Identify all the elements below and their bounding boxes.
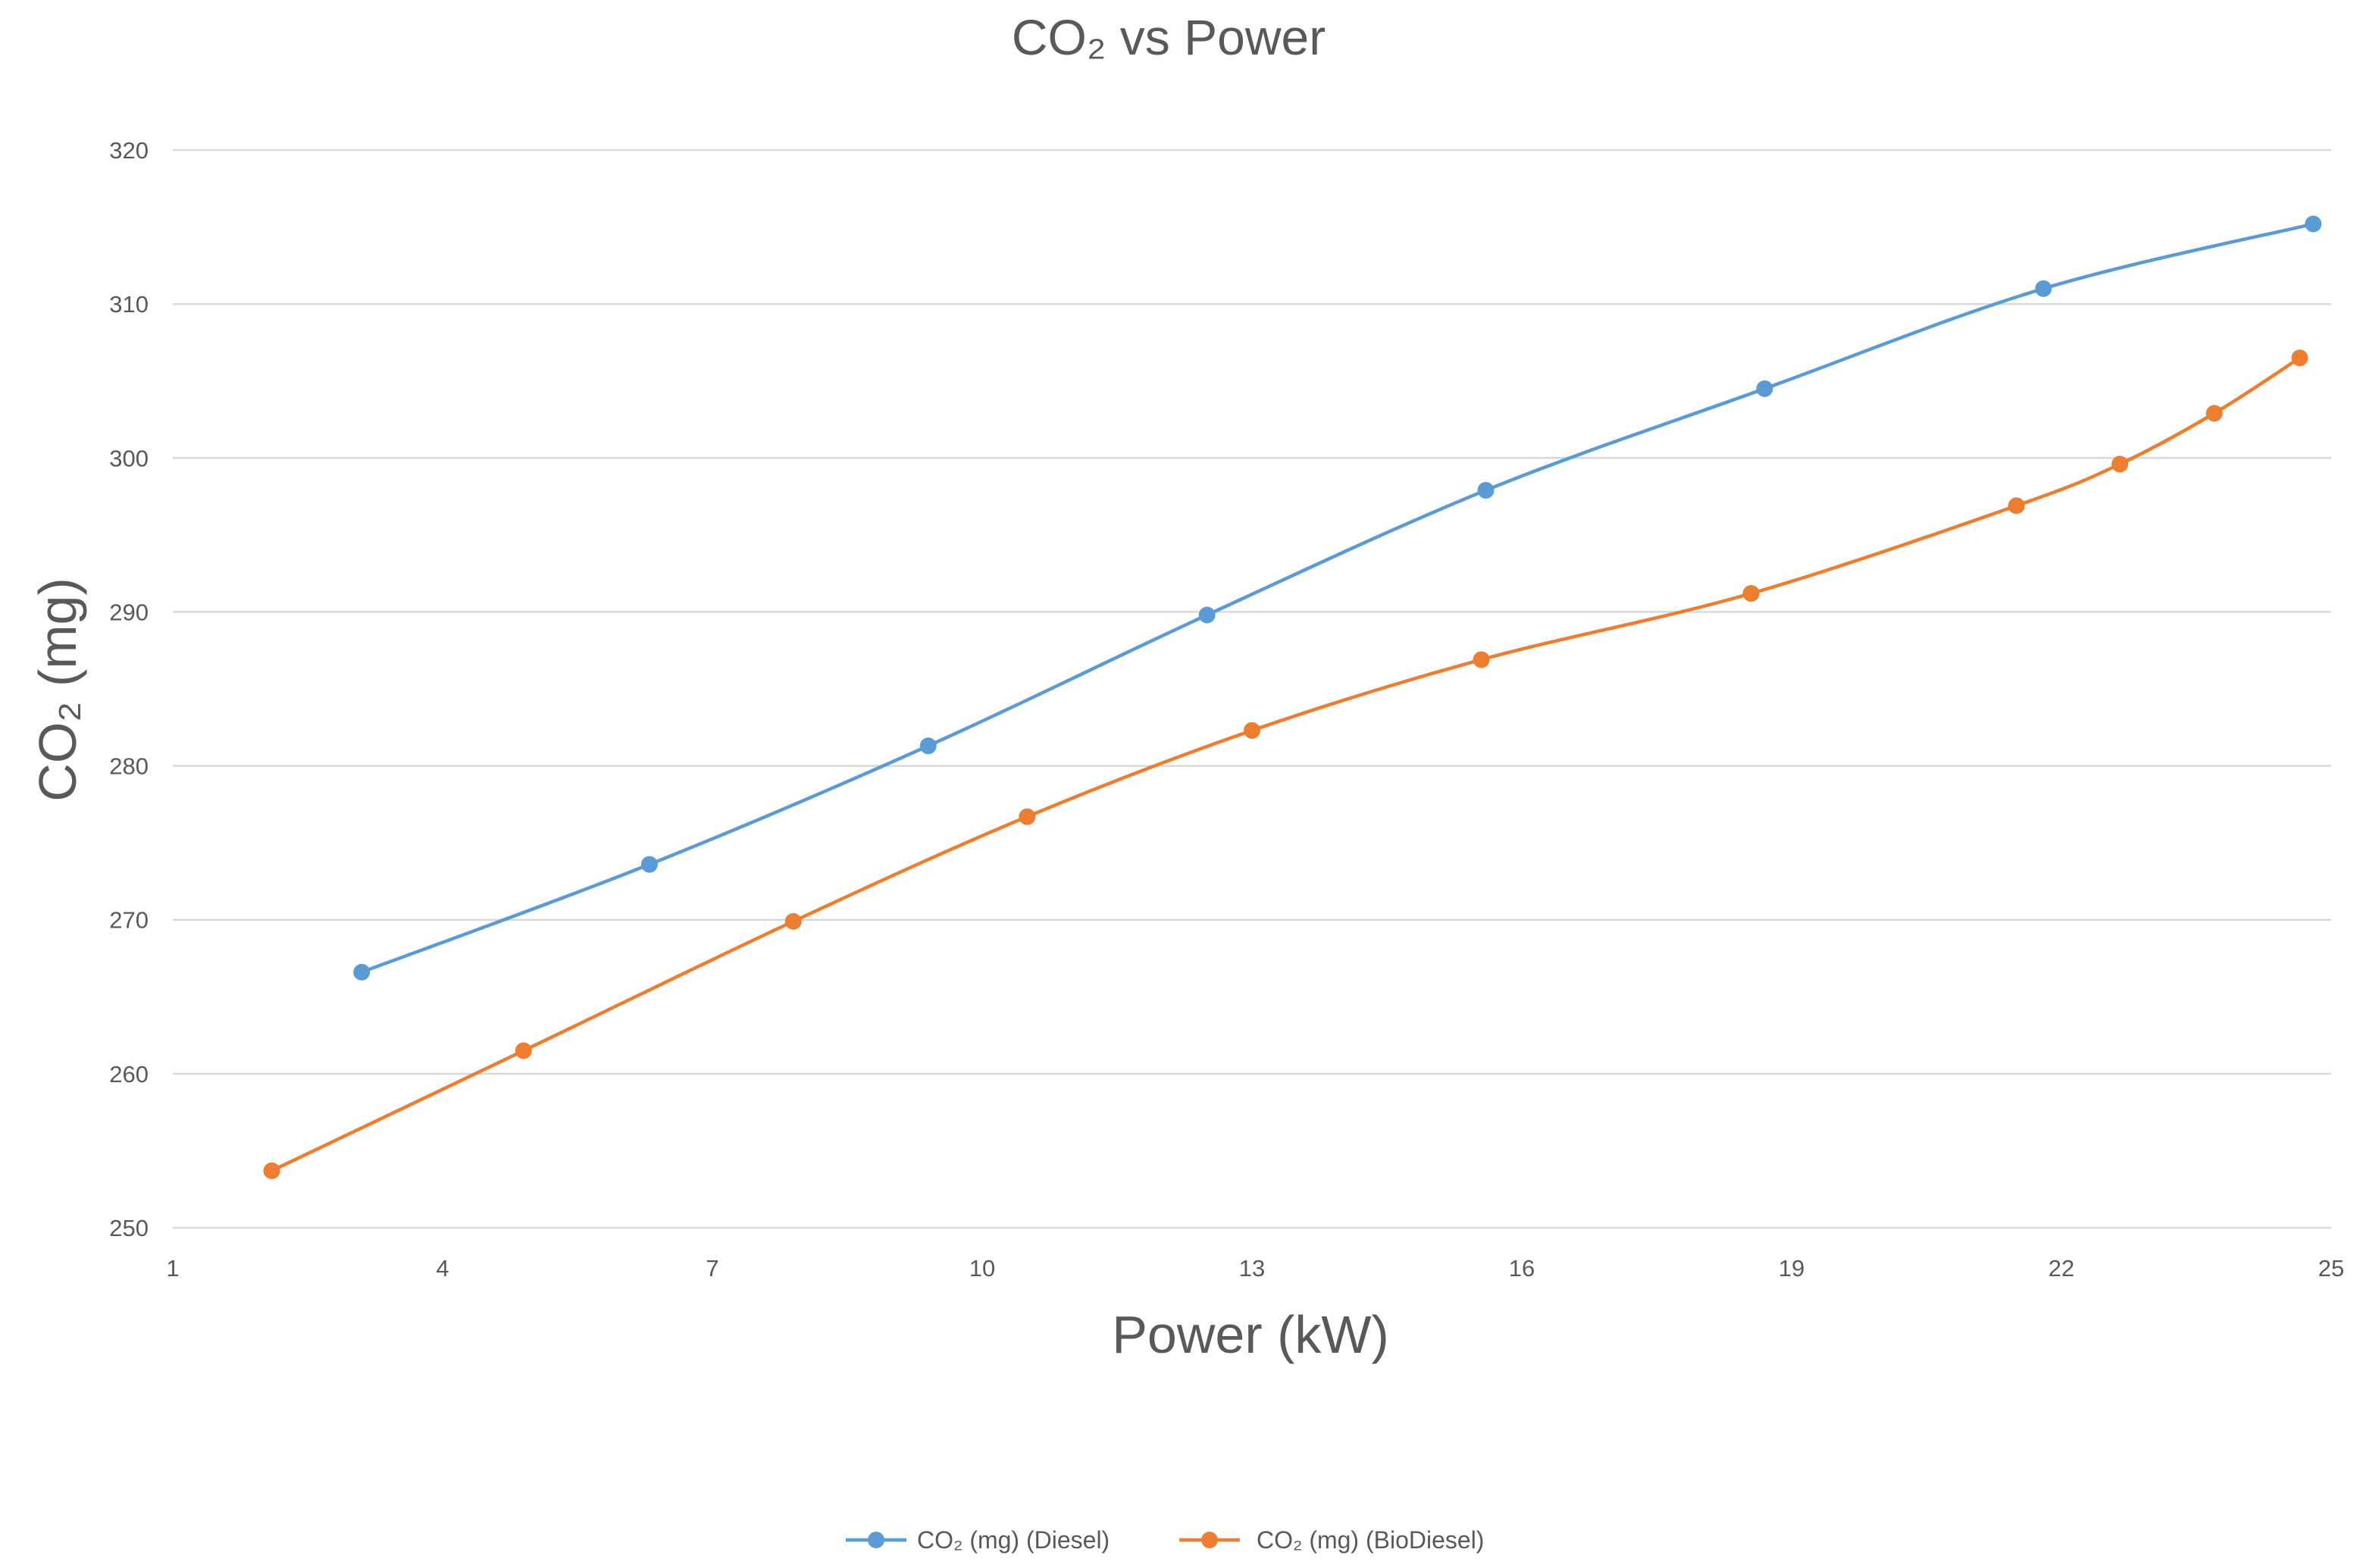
- series-group: [263, 215, 2322, 1179]
- x-tick-labels: 1 4 7 10 13 16 19 22 25: [166, 1255, 2344, 1282]
- x-tick-label: 7: [706, 1255, 718, 1282]
- data-point-diesel-5: [1756, 380, 1773, 397]
- series-line-diesel: [361, 222, 2314, 974]
- data-point-biodiesel-6: [1742, 585, 1760, 602]
- y-tick-label: 310: [109, 291, 149, 318]
- data-point-diesel-1: [640, 856, 658, 873]
- data-point-biodiesel-5: [1473, 651, 1490, 668]
- y-tick-label: 300: [109, 445, 149, 471]
- y-tick-label: 280: [109, 753, 149, 780]
- data-point-biodiesel-1: [515, 1042, 532, 1059]
- data-point-biodiesel-3: [1019, 808, 1036, 825]
- x-tick-label: 25: [2318, 1255, 2344, 1282]
- legend-label-biodiesel: CO₂ (mg) (BioDiesel): [1257, 1526, 1484, 1554]
- data-point-biodiesel-7: [2008, 497, 2025, 515]
- data-point-biodiesel-10: [2291, 349, 2308, 367]
- data-point-biodiesel-9: [2205, 405, 2223, 422]
- x-tick-label: 1: [166, 1255, 179, 1282]
- x-tick-label: 4: [436, 1255, 449, 1282]
- y-tick-label: 250: [109, 1215, 149, 1241]
- legend-label-diesel: CO₂ (mg) (Diesel): [917, 1526, 1110, 1554]
- series-line-biodiesel: [271, 356, 2301, 1172]
- chart-title: CO₂ vs Power: [1012, 9, 1326, 65]
- legend: CO₂ (mg) (Diesel) CO₂ (mg) (BioDiesel): [846, 1526, 1484, 1554]
- y-tick-label: 320: [109, 137, 149, 164]
- data-point-diesel-2: [919, 737, 937, 755]
- data-point-biodiesel-4: [1244, 721, 1260, 739]
- data-point-biodiesel-0: [263, 1162, 280, 1179]
- y-tick-labels: 250 260 270 280 290 300 310 320: [109, 137, 149, 1241]
- data-point-biodiesel-8: [2111, 455, 2129, 473]
- data-point-diesel-3: [1198, 606, 1216, 624]
- data-point-diesel-0: [353, 963, 371, 981]
- x-tick-label: 10: [969, 1255, 995, 1282]
- x-tick-label: 19: [1779, 1255, 1804, 1282]
- y-tick-label: 260: [109, 1061, 149, 1088]
- y-tick-label: 270: [109, 907, 149, 934]
- x-tick-label: 16: [1509, 1255, 1535, 1282]
- data-point-diesel-6: [2035, 280, 2052, 297]
- gridlines: [173, 149, 2331, 1229]
- y-axis-title: CO₂ (mg): [28, 577, 87, 801]
- x-axis-title: Power (kW): [1112, 1305, 1389, 1364]
- y-tick-label: 290: [109, 599, 149, 625]
- legend-marker-diesel: [868, 1532, 884, 1548]
- data-point-biodiesel-2: [784, 912, 802, 930]
- data-point-diesel-7: [2305, 215, 2322, 233]
- legend-marker-biodiesel: [1201, 1532, 1218, 1548]
- x-tick-label: 13: [1239, 1255, 1265, 1282]
- x-tick-label: 22: [2049, 1255, 2074, 1282]
- data-point-diesel-4: [1477, 481, 1495, 499]
